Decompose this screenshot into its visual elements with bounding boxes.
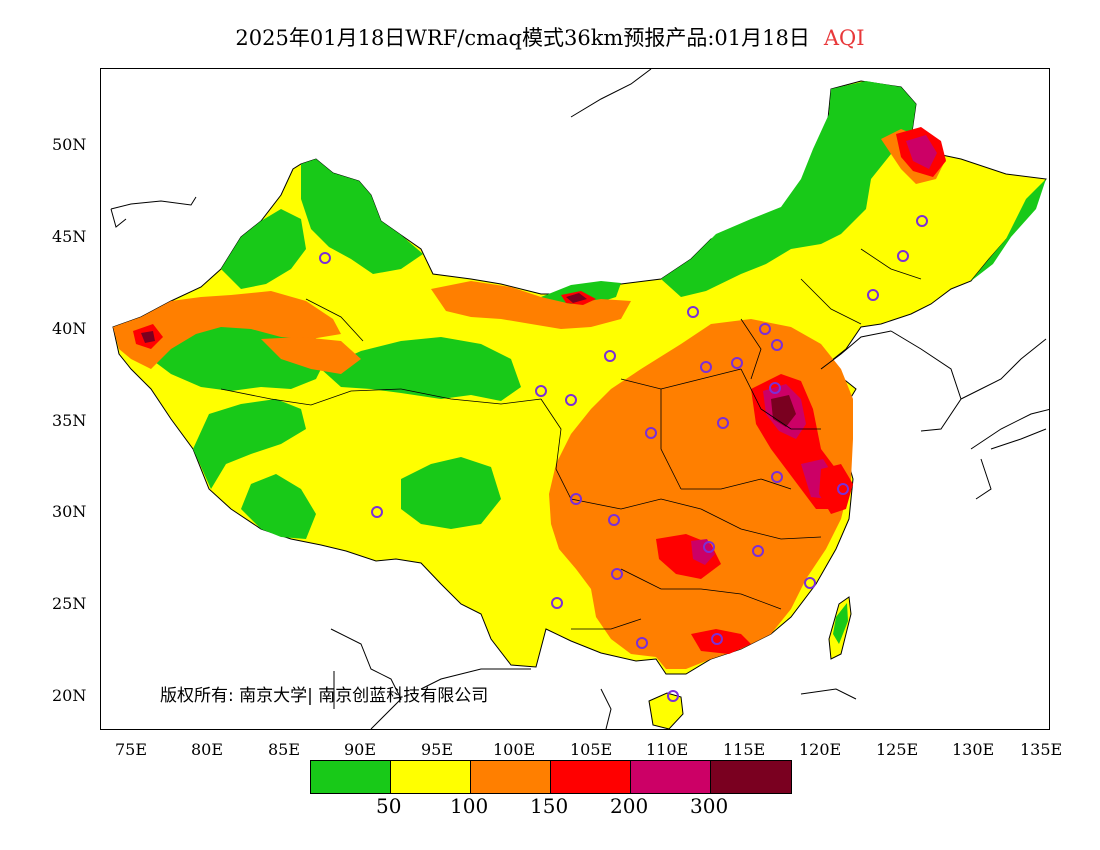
legend-swatch-red	[551, 761, 631, 793]
red-yangtze-delta	[819, 464, 853, 514]
station-marker	[771, 471, 783, 483]
station-marker	[636, 637, 648, 649]
station-marker	[897, 250, 909, 262]
station-marker	[687, 306, 699, 318]
x-tick-label: 115E	[723, 740, 766, 759]
x-tick-label: 110E	[646, 740, 689, 759]
legend-swatch-magenta	[631, 761, 711, 793]
green-qinghai	[321, 337, 521, 401]
station-marker	[703, 541, 715, 553]
y-tick-label: 45N	[52, 227, 87, 246]
station-marker	[551, 597, 563, 609]
x-tick-label: 105E	[570, 740, 613, 759]
x-tick-label: 85E	[268, 740, 301, 759]
station-marker	[611, 568, 623, 580]
x-tick-label: 95E	[421, 740, 454, 759]
province-boundaries	[220, 248, 922, 630]
x-tick-label: 125E	[876, 740, 919, 759]
station-marker	[565, 394, 577, 406]
legend-swatch-maroon	[711, 761, 791, 793]
maroon-ningxia	[566, 293, 587, 303]
green-northwest-1	[301, 159, 423, 274]
green-far-northeast	[971, 179, 1046, 281]
x-tick-label: 90E	[344, 740, 377, 759]
station-marker	[319, 252, 331, 264]
x-tick-label: 80E	[191, 740, 224, 759]
hainan-island	[648, 692, 684, 729]
x-tick-label: 120E	[799, 740, 842, 759]
y-tick-label: 25N	[52, 594, 87, 613]
maroon-kashgar	[141, 331, 155, 343]
station-marker	[604, 350, 616, 362]
y-tick-label: 35N	[52, 411, 87, 430]
station-marker	[371, 506, 383, 518]
station-marker	[752, 545, 764, 557]
x-tick-label: 75E	[115, 740, 148, 759]
legend-label: 150	[530, 794, 569, 818]
green-northwest-2	[221, 209, 306, 289]
station-marker	[667, 690, 679, 702]
green-tibet-mid	[241, 474, 316, 539]
station-marker	[700, 361, 712, 373]
green-tibet-west	[193, 399, 306, 489]
magenta-northeast	[906, 135, 937, 169]
station-marker	[608, 514, 620, 526]
station-marker	[804, 577, 816, 589]
legend-label: 50	[376, 794, 402, 818]
station-marker	[837, 483, 849, 495]
title-variable: AQI	[823, 26, 865, 50]
station-marker	[769, 382, 781, 394]
map-panel	[100, 68, 1050, 730]
aqi-legend	[310, 760, 792, 794]
legend-swatch-orange	[471, 761, 551, 793]
y-tick-label: 20N	[52, 686, 87, 705]
maroon-hotspot-1	[771, 395, 796, 427]
station-marker	[759, 323, 771, 335]
station-marker	[867, 289, 879, 301]
neighbour-outlines	[110, 69, 1049, 729]
legend-swatch-yellow	[391, 761, 471, 793]
x-tick-label: 130E	[952, 740, 995, 759]
orange-mongolia-band	[431, 281, 631, 329]
green-northeast	[661, 81, 916, 297]
y-tick-label: 50N	[52, 135, 87, 154]
y-tick-label: 30N	[52, 502, 87, 521]
station-marker	[771, 339, 783, 351]
station-marker	[717, 417, 729, 429]
station-marker	[645, 427, 657, 439]
x-tick-label: 100E	[493, 740, 536, 759]
station-marker	[916, 215, 928, 227]
y-tick-label: 40N	[52, 319, 87, 338]
legend-label: 200	[610, 794, 649, 818]
station-marker	[731, 357, 743, 369]
station-markers	[319, 215, 928, 702]
magenta-sichuan	[691, 539, 715, 565]
orange-taklimakan	[261, 337, 361, 374]
taiwan-green	[833, 603, 848, 644]
legend-label: 300	[690, 794, 729, 818]
green-tibet-south	[401, 457, 501, 529]
title-text: 2025年01月18日WRF/cmaq模式36km预报产品:01月18日	[235, 26, 810, 50]
x-tick-label: 135E	[1020, 740, 1063, 759]
station-marker	[711, 633, 723, 645]
copyright-text: 版权所有: 南京大学| 南京创蓝科技有限公司	[160, 686, 489, 706]
map-title: 2025年01月18日WRF/cmaq模式36km预报产品:01月18日 AQI	[0, 22, 1100, 52]
station-marker	[535, 385, 547, 397]
legend-swatch-green	[311, 761, 391, 793]
orange-xinjiang	[113, 291, 341, 369]
aqi-map	[110, 69, 1049, 729]
station-marker	[570, 493, 582, 505]
legend-label: 100	[450, 794, 489, 818]
